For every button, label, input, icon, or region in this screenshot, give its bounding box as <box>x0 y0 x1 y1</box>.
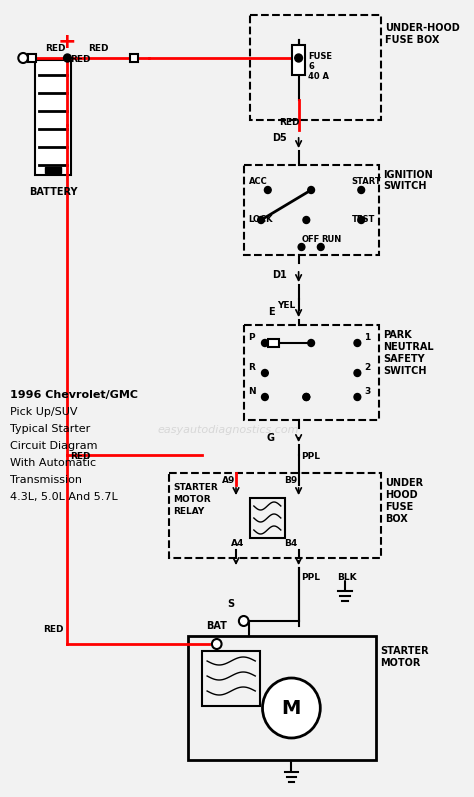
Text: S: S <box>228 599 235 609</box>
Text: R: R <box>248 363 255 372</box>
Text: MOTOR: MOTOR <box>173 495 211 504</box>
Text: OFF: OFF <box>301 235 320 244</box>
Text: FUSE BOX: FUSE BOX <box>385 35 440 45</box>
Text: UNDER-HOOD: UNDER-HOOD <box>385 23 460 33</box>
Text: Typical Starter: Typical Starter <box>9 424 90 434</box>
Text: PARK: PARK <box>383 330 412 340</box>
Text: BATTERY: BATTERY <box>29 187 77 197</box>
Circle shape <box>18 53 28 63</box>
Text: PPL: PPL <box>301 573 320 582</box>
Text: BAT: BAT <box>206 621 227 631</box>
Text: Pick Up/SUV: Pick Up/SUV <box>9 407 77 417</box>
Bar <box>202 651 260 706</box>
Text: RED: RED <box>88 44 109 53</box>
Circle shape <box>239 616 248 626</box>
Circle shape <box>263 678 320 738</box>
Text: D1: D1 <box>272 270 286 280</box>
Text: ACC: ACC <box>248 177 267 186</box>
Text: BLK: BLK <box>337 573 357 582</box>
Text: FUSE: FUSE <box>385 502 414 512</box>
Text: B9: B9 <box>284 476 298 485</box>
Text: G: G <box>266 433 274 443</box>
Circle shape <box>318 244 324 250</box>
Bar <box>169 473 381 558</box>
Circle shape <box>358 186 365 194</box>
Text: YEL: YEL <box>277 301 296 310</box>
Text: MOTOR: MOTOR <box>381 658 421 668</box>
Text: SWITCH: SWITCH <box>383 181 427 191</box>
Text: NEUTRAL: NEUTRAL <box>383 342 434 352</box>
Text: easyautodiagnostics.com: easyautodiagnostics.com <box>157 425 299 435</box>
Circle shape <box>64 54 71 62</box>
Circle shape <box>308 340 315 347</box>
Bar <box>250 498 285 538</box>
Circle shape <box>303 217 310 223</box>
Text: RED: RED <box>43 625 63 634</box>
Text: 2: 2 <box>364 363 370 372</box>
Text: 40 A: 40 A <box>308 72 329 81</box>
Circle shape <box>262 370 268 376</box>
Circle shape <box>262 340 268 347</box>
Circle shape <box>303 394 310 401</box>
Text: Circuit Diagram: Circuit Diagram <box>9 441 97 451</box>
Text: RED: RED <box>70 55 91 64</box>
Bar <box>244 325 379 420</box>
Bar <box>268 339 279 347</box>
Text: UNDER: UNDER <box>385 478 423 488</box>
Text: D5: D5 <box>272 133 286 143</box>
Text: RED: RED <box>279 118 300 127</box>
Bar <box>250 15 381 120</box>
Text: RED: RED <box>70 452 91 461</box>
Text: N: N <box>248 387 256 396</box>
Text: Transmission: Transmission <box>9 475 82 485</box>
Text: START: START <box>352 177 382 186</box>
Circle shape <box>262 394 268 401</box>
Text: PPL: PPL <box>301 452 320 461</box>
Text: BOX: BOX <box>385 514 408 524</box>
Text: RUN: RUN <box>321 235 341 244</box>
Text: STARTER: STARTER <box>173 483 218 492</box>
Text: RELAY: RELAY <box>173 507 205 516</box>
Circle shape <box>354 394 361 401</box>
Text: SWITCH: SWITCH <box>383 366 427 376</box>
Text: IGNITION: IGNITION <box>383 170 433 180</box>
Text: A4: A4 <box>231 539 245 548</box>
Circle shape <box>212 639 221 649</box>
Bar <box>35 60 71 175</box>
Circle shape <box>295 54 302 62</box>
Text: B4: B4 <box>284 539 298 548</box>
Text: STARTER: STARTER <box>381 646 429 656</box>
Circle shape <box>308 186 315 194</box>
Circle shape <box>303 394 310 401</box>
Text: E: E <box>268 307 274 317</box>
Bar <box>188 636 376 760</box>
Circle shape <box>258 217 264 223</box>
Text: +: + <box>57 32 76 52</box>
Text: HOOD: HOOD <box>385 490 418 500</box>
Text: TEST: TEST <box>352 215 375 224</box>
Text: 1: 1 <box>364 333 370 342</box>
Text: LOCK: LOCK <box>248 215 273 224</box>
Text: 3: 3 <box>364 387 370 396</box>
Text: SAFETY: SAFETY <box>383 354 425 364</box>
Bar <box>28 54 36 62</box>
Circle shape <box>354 370 361 376</box>
Text: 6: 6 <box>308 62 314 71</box>
Text: M: M <box>282 698 301 717</box>
Text: A9: A9 <box>222 476 235 485</box>
Circle shape <box>358 217 365 223</box>
Text: RED: RED <box>46 44 66 53</box>
Bar <box>244 165 379 255</box>
Bar <box>46 167 61 173</box>
Text: FUSE: FUSE <box>308 52 332 61</box>
Circle shape <box>354 340 361 347</box>
Circle shape <box>298 244 305 250</box>
Text: P: P <box>248 333 255 342</box>
Text: 1996 Chevrolet/GMC: 1996 Chevrolet/GMC <box>9 390 137 400</box>
Circle shape <box>264 186 271 194</box>
Bar <box>130 54 138 62</box>
Bar <box>292 45 305 75</box>
Text: With Automatic: With Automatic <box>9 458 96 468</box>
Text: 4.3L, 5.0L And 5.7L: 4.3L, 5.0L And 5.7L <box>9 492 118 502</box>
